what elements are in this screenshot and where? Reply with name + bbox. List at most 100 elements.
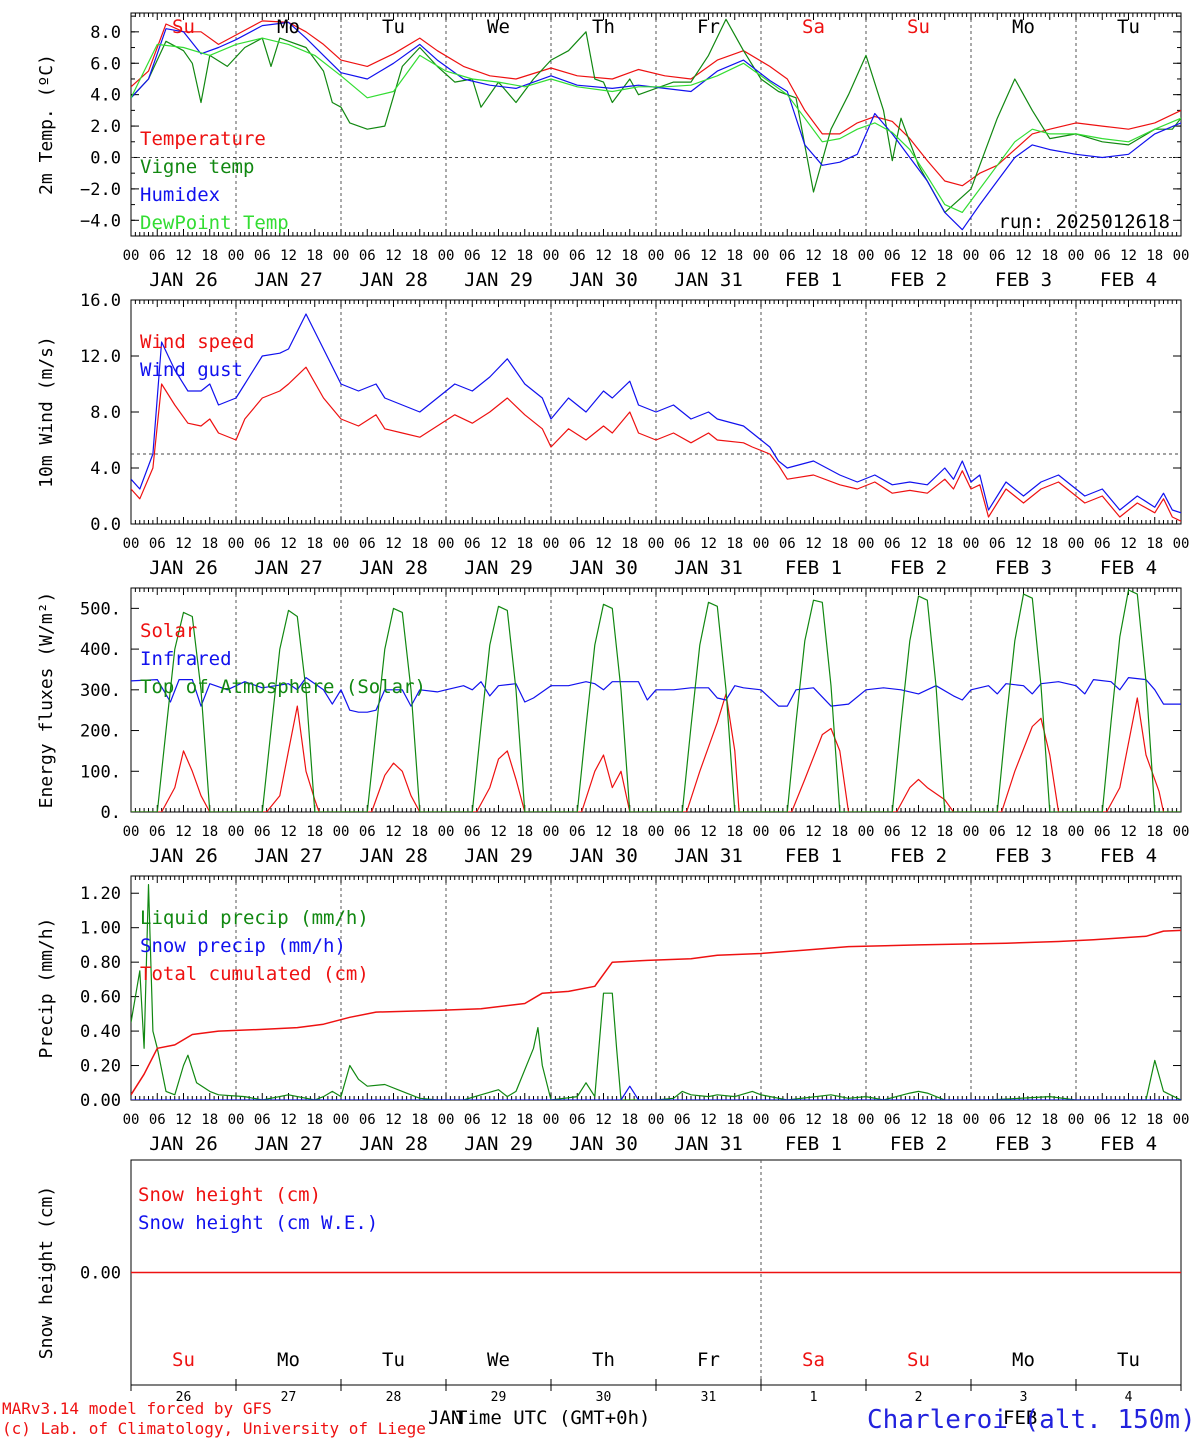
hour-tick-label: 00 xyxy=(438,1112,455,1128)
hour-tick-label: 06 xyxy=(779,248,796,264)
day-number-label: 1 xyxy=(810,1390,818,1405)
date-label: JAN 30 xyxy=(569,1133,638,1155)
legend-item: Snow precip (mm/h) xyxy=(140,935,346,957)
date-label: FEB 3 xyxy=(995,269,1052,291)
date-label: FEB 1 xyxy=(785,269,842,291)
hour-tick-label: 06 xyxy=(359,536,376,552)
y-tick-label: 300. xyxy=(80,681,121,701)
precip-y-axis-label: Precip (mm/h) xyxy=(36,918,57,1059)
date-label: JAN 30 xyxy=(569,269,638,291)
hour-tick-label: 12 xyxy=(805,248,822,264)
hour-tick-label: 18 xyxy=(831,1112,848,1128)
energy-series-group xyxy=(131,589,1181,812)
date-label: JAN 31 xyxy=(674,269,743,291)
hour-tick-label: 18 xyxy=(201,1112,218,1128)
hour-tick-label: 18 xyxy=(1146,824,1163,840)
hour-tick-label: 18 xyxy=(936,536,953,552)
hour-tick-label: 00 xyxy=(963,536,980,552)
day-number-label: 4 xyxy=(1125,1390,1133,1405)
hour-tick-label: 00 xyxy=(648,536,665,552)
hour-tick-label: 18 xyxy=(306,1112,323,1128)
month-label-feb: FEB xyxy=(1003,1407,1037,1429)
hour-tick-label: 12 xyxy=(700,824,717,840)
temperature-y-axis-label: 2m Temp. (ºC) xyxy=(36,54,57,195)
hour-tick-label: 06 xyxy=(674,1112,691,1128)
panels: −4.0 −2.0 0.0 2.0 4.0 6.0 8.0 2m Temp. (ºC) Temp… xyxy=(36,12,1190,1405)
hour-tick-label: 18 xyxy=(411,248,428,264)
date-label: JAN 28 xyxy=(359,845,428,867)
hour-tick-label: 18 xyxy=(306,248,323,264)
date-label: JAN 26 xyxy=(149,557,218,579)
y-tick-label: 1.20 xyxy=(80,884,121,904)
hour-tick-label: 06 xyxy=(569,1112,586,1128)
day-number-label: 3 xyxy=(1020,1390,1028,1405)
hour-tick-label: 00 xyxy=(1173,248,1190,264)
hour-tick-label: 12 xyxy=(595,248,612,264)
date-label: JAN 27 xyxy=(254,845,323,867)
hour-tick-label: 12 xyxy=(385,1112,402,1128)
hour-tick-label: 06 xyxy=(674,248,691,264)
y-tick-label: −2.0 xyxy=(80,180,121,200)
hour-tick-label: 00 xyxy=(123,1112,140,1128)
hour-tick-label: 12 xyxy=(280,1112,297,1128)
hour-tick-label: 06 xyxy=(569,824,586,840)
hour-tick-label: 12 xyxy=(490,248,507,264)
date-label: JAN 26 xyxy=(149,269,218,291)
legend-item: DewPoint Temp xyxy=(140,212,289,234)
hour-tick-label: 06 xyxy=(989,536,1006,552)
hour-tick-label: 06 xyxy=(569,536,586,552)
hour-tick-label: 12 xyxy=(1015,248,1032,264)
day-number-label: 27 xyxy=(281,1390,297,1405)
hour-tick-label: 12 xyxy=(700,1112,717,1128)
hour-tick-label: 00 xyxy=(438,248,455,264)
hour-tick-label: 18 xyxy=(306,824,323,840)
hour-tick-label: 12 xyxy=(595,536,612,552)
legend-item: Wind speed xyxy=(140,331,254,353)
hour-tick-label: 12 xyxy=(490,536,507,552)
hour-tick-label: 12 xyxy=(1120,536,1137,552)
hour-tick-label: 06 xyxy=(674,536,691,552)
hour-tick-label: 06 xyxy=(884,824,901,840)
hour-tick-label: 06 xyxy=(1094,536,1111,552)
date-label: FEB 2 xyxy=(890,557,947,579)
hour-tick-label: 12 xyxy=(490,1112,507,1128)
day-number-label: 2 xyxy=(915,1390,923,1405)
hour-tick-label: 06 xyxy=(464,1112,481,1128)
hour-tick-label: 12 xyxy=(385,536,402,552)
hour-tick-label: 18 xyxy=(411,536,428,552)
weekday-label-top: Tu xyxy=(382,16,405,38)
hour-tick-label: 18 xyxy=(1146,536,1163,552)
weekday-label-top: Fr xyxy=(697,16,720,38)
series-vigne-temp xyxy=(131,18,1181,213)
hour-tick-label: 06 xyxy=(1094,1112,1111,1128)
date-label: JAN 28 xyxy=(359,1133,428,1155)
hour-tick-label: 18 xyxy=(831,248,848,264)
date-label: JAN 29 xyxy=(464,557,533,579)
hour-tick-label: 12 xyxy=(175,824,192,840)
footer: MARv3.14 model forced by GFS (c) Lab. of… xyxy=(2,1399,1194,1438)
hour-tick-label: 18 xyxy=(516,1112,533,1128)
series-total-cumulated-cm xyxy=(131,929,1181,1096)
hour-tick-label: 18 xyxy=(726,1112,743,1128)
date-label: FEB 4 xyxy=(1100,1133,1157,1155)
y-tick-label: 0.20 xyxy=(80,1057,121,1077)
hour-tick-label: 12 xyxy=(700,248,717,264)
date-label: JAN 31 xyxy=(674,1133,743,1155)
hour-tick-label: 00 xyxy=(858,248,875,264)
legend-item: Snow height (cm W.E.) xyxy=(138,1212,378,1234)
hour-tick-label: 06 xyxy=(359,824,376,840)
credit-line-2: (c) Lab. of Climatology, University of L… xyxy=(2,1419,426,1438)
wind-series-group xyxy=(131,313,1181,522)
date-label: JAN 29 xyxy=(464,845,533,867)
weekday-label-bottom: Fr xyxy=(697,1349,720,1371)
weekday-label-bottom: Sa xyxy=(802,1349,825,1371)
hour-tick-label: 18 xyxy=(726,536,743,552)
hour-tick-label: 18 xyxy=(726,248,743,264)
hour-tick-label: 18 xyxy=(936,824,953,840)
hour-tick-label: 06 xyxy=(884,1112,901,1128)
date-label: JAN 31 xyxy=(674,845,743,867)
hour-tick-label: 18 xyxy=(936,1112,953,1128)
hour-tick-label: 00 xyxy=(753,248,770,264)
hour-tick-label: 18 xyxy=(831,536,848,552)
